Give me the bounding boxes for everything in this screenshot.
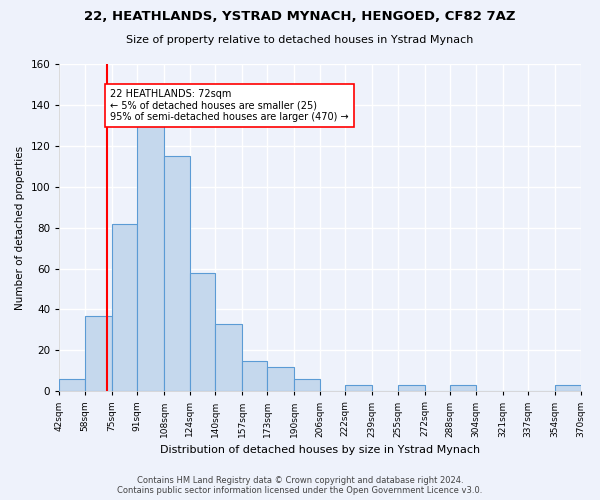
Text: 22 HEATHLANDS: 72sqm
← 5% of detached houses are smaller (25)
95% of semi-detach: 22 HEATHLANDS: 72sqm ← 5% of detached ho… (110, 88, 349, 122)
Bar (268, 366, 295, 392)
Bar (112, 224, 137, 392)
Bar (398, 385, 425, 392)
Bar (215, 324, 242, 392)
Bar (295, 379, 320, 392)
Bar (450, 385, 476, 392)
Bar (85, 316, 112, 392)
Bar (346, 385, 373, 392)
Bar (190, 272, 215, 392)
Y-axis label: Number of detached properties: Number of detached properties (15, 146, 25, 310)
Bar (137, 126, 164, 392)
Bar (242, 360, 268, 392)
Bar (59, 379, 85, 392)
Text: Size of property relative to detached houses in Ystrad Mynach: Size of property relative to detached ho… (127, 35, 473, 45)
X-axis label: Distribution of detached houses by size in Ystrad Mynach: Distribution of detached houses by size … (160, 445, 480, 455)
Bar (555, 385, 581, 392)
Bar (164, 156, 190, 392)
Text: Contains HM Land Registry data © Crown copyright and database right 2024.
Contai: Contains HM Land Registry data © Crown c… (118, 476, 482, 495)
Text: 22, HEATHLANDS, YSTRAD MYNACH, HENGOED, CF82 7AZ: 22, HEATHLANDS, YSTRAD MYNACH, HENGOED, … (84, 10, 516, 23)
